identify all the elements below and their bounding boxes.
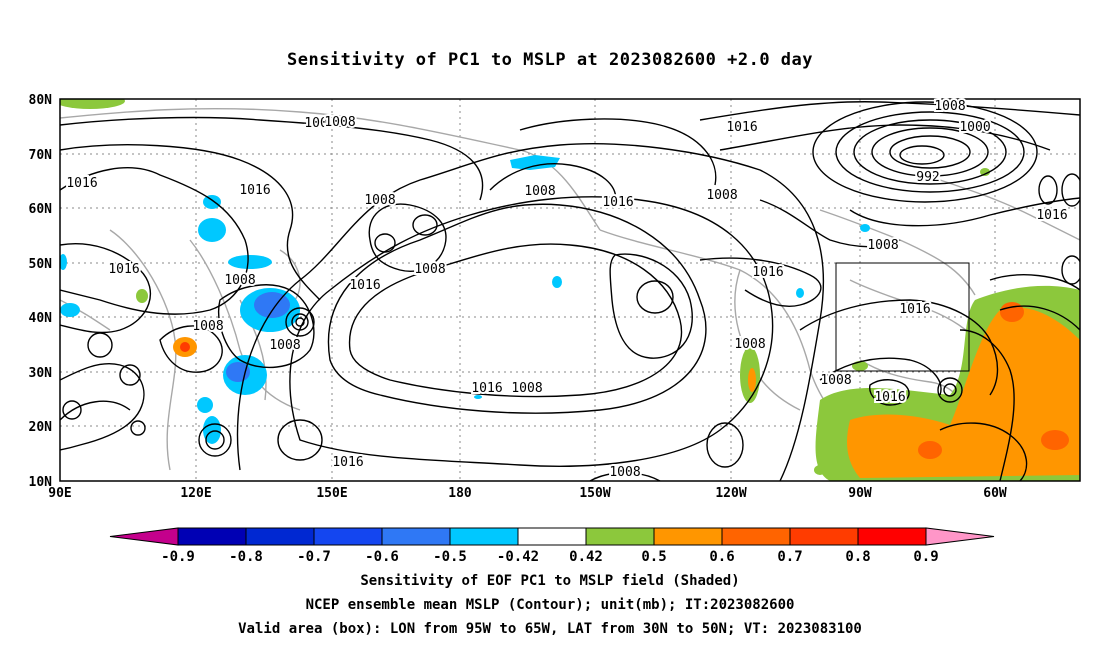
colorbar-right-triangle [925,527,995,546]
lat-label: 60N [29,202,53,217]
contour-label: 1008 [304,116,335,131]
lon-label: 60W [983,486,1007,501]
contour-label: 1008 [414,262,445,277]
contour-label: 1016 [332,455,363,470]
lat-label: 50N [29,257,53,272]
colorbar [109,527,995,546]
colorbar-tick: -0.8 [229,549,263,565]
contour-label: 1008 [269,338,300,353]
colorbar-segment [585,527,655,546]
colorbar-tick: -0.5 [433,549,467,565]
map-frame [59,98,1081,482]
contour-label: 1008 [224,273,255,288]
colorbar-tick: 0.6 [709,549,734,565]
contour-label: 1016 [752,265,783,280]
lon-label: 150E [316,486,347,501]
contour-label: 1008 [934,99,965,114]
latitude-labels: 80N 70N 60N 50N 40N 30N 20N 10N [29,93,53,490]
colorbar-segment [245,527,315,546]
colorbar-left-triangle [109,527,179,546]
contour-label: 1008 [324,115,355,130]
colorbar-tick: -0.7 [297,549,331,565]
colorbar-tick-labels: -0.9 -0.8 -0.7 -0.6 -0.5 -0.42 0.42 0.5 0.6 0.7 0.… [161,549,939,565]
contour-label: 1016 [471,381,502,396]
lat-label: 10N [29,475,53,490]
contour-label: 1008 [192,319,223,334]
colorbar-segment [653,527,723,546]
lon-label: 180 [448,486,472,501]
colorbar-tick: -0.42 [497,549,539,565]
contour-label: 1008 [706,188,737,203]
colorbar-segment [857,527,927,546]
longitude-labels: 90E 120E 150E 180 150W 120W 90W 60W [48,486,1007,501]
lon-label: 120W [715,486,746,501]
colorbar-segment [789,527,859,546]
contour-label: 1016 [239,183,270,198]
lat-label: 70N [29,148,53,163]
footer-line-contour: NCEP ensemble mean MSLP (Contour); unit(… [305,597,795,613]
colorbar-segment [449,527,519,546]
contour-label: 992 [916,170,939,185]
colorbar-tick: -0.9 [161,549,195,565]
lon-label: 90E [48,486,71,501]
contour-label: 1016 [66,176,97,191]
mslp-contours [60,101,1080,481]
contour-label: 1008 [609,465,640,480]
contour-label: 1016 [108,262,139,277]
lon-label: 150W [579,486,610,501]
contour-label: 1008 [820,373,851,388]
contour-label: 1008 [364,193,395,208]
colorbar-tick: 0.5 [641,549,666,565]
colorbar-tick: -0.6 [365,549,399,565]
colorbar-tick: 0.9 [913,549,938,565]
contour-label: 1016 [726,120,757,135]
contour-label: 1016 [899,302,930,317]
lat-label: 20N [29,420,53,435]
contour-label: 1008 [867,238,898,253]
contour-label: 1016 [874,390,905,405]
contour-label: 1016 [602,195,633,210]
contour-label: 1008 [734,337,765,352]
positive-sensitivity-shading [60,99,1080,481]
colorbar-segment [517,527,587,546]
footer-line-valid-area: Valid area (box): LON from 95W to 65W, L… [238,621,862,637]
colorbar-segment [381,527,451,546]
contour-label: 1008 [511,381,542,396]
colorbar-segment [721,527,791,546]
colorbar-tick: 0.7 [777,549,802,565]
map-title: Sensitivity of PC1 to MSLP at 2023082600… [286,50,813,70]
lat-label: 80N [29,93,53,108]
lon-label: 90W [848,486,872,501]
colorbar-segment [313,527,383,546]
lon-label: 120E [180,486,211,501]
lat-label: 30N [29,366,53,381]
colorbar-tick: 0.42 [569,549,603,565]
footer-line-shaded: Sensitivity of EOF PC1 to MSLP field (Sh… [360,573,740,589]
contour-label: 1016 [1036,208,1067,223]
colorbar-tick: 0.8 [845,549,870,565]
valid-area-box [835,262,970,372]
contour-label: 1008 [524,184,555,199]
contour-label: 1016 [349,278,380,293]
contour-label: 1000 [959,120,990,135]
colorbar-segment [177,527,247,546]
lat-label: 40N [29,311,53,326]
